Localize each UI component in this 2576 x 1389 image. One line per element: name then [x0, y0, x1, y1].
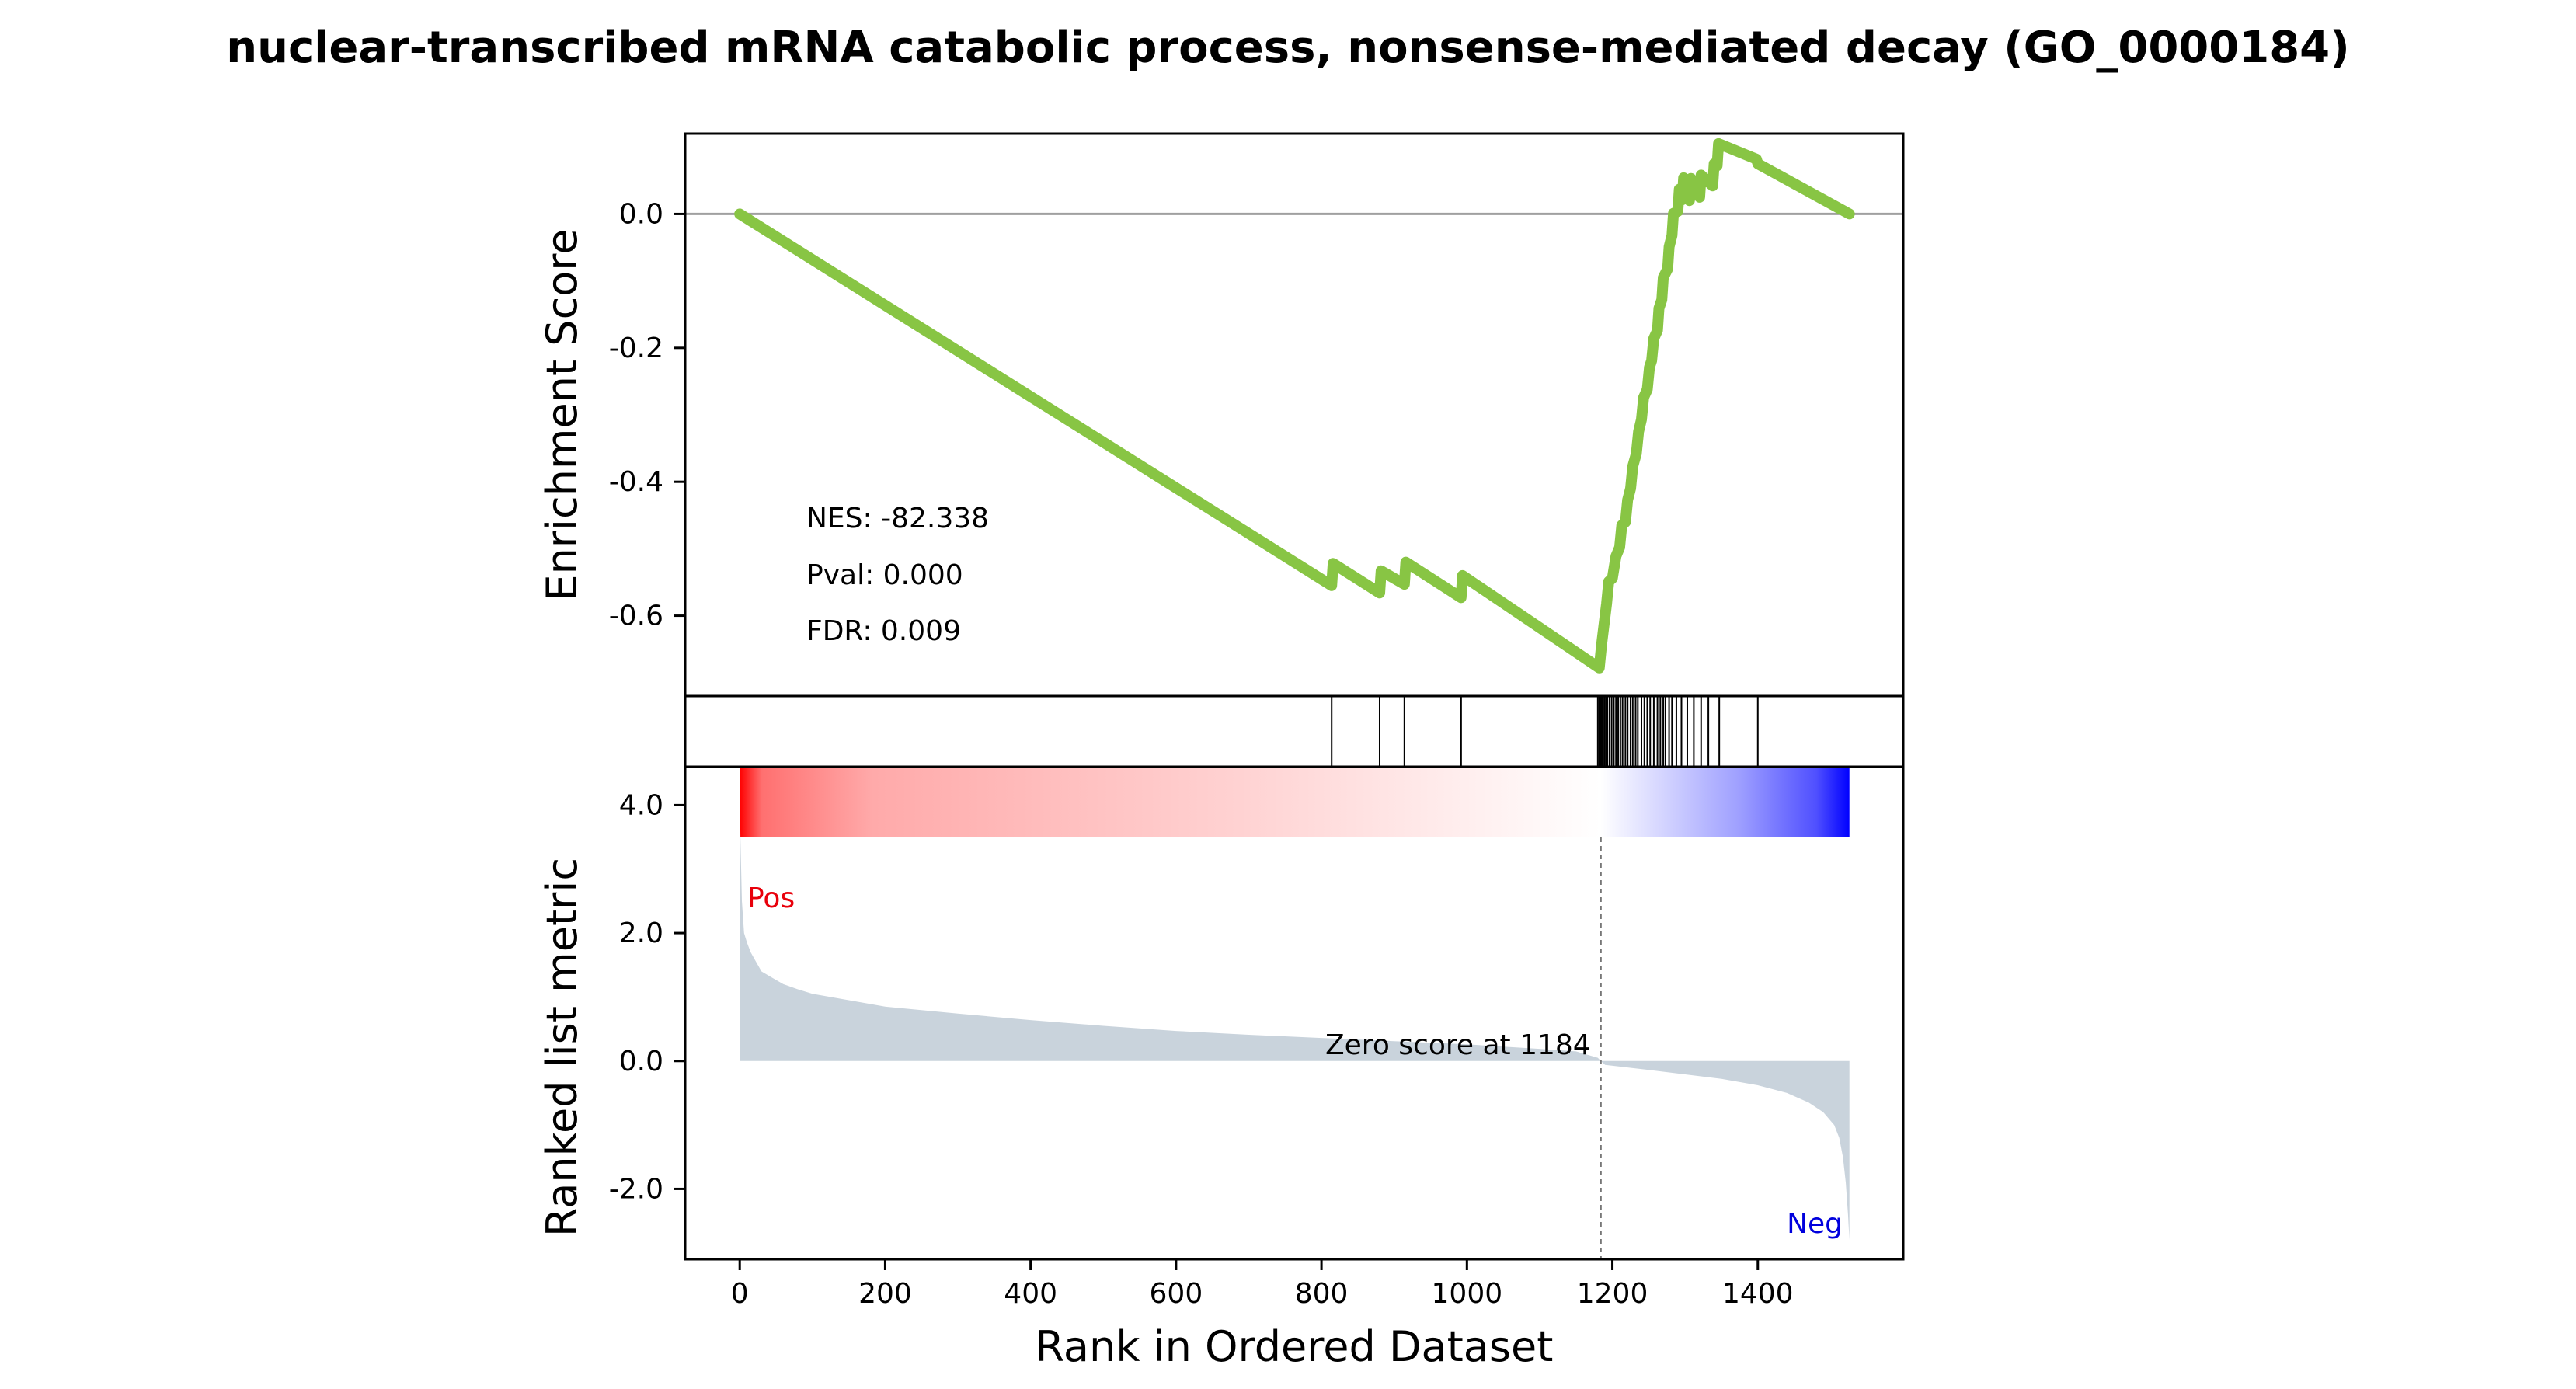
es-y-tick-label: -0.4 [609, 466, 663, 498]
x-tick-label: 1000 [1432, 1278, 1503, 1310]
chart-title: nuclear-transcribed mRNA catabolic proce… [226, 23, 2349, 73]
fdr-stat: FDR: 0.009 [806, 615, 961, 647]
x-tick-label: 800 [1295, 1278, 1349, 1310]
x-tick-label: 1400 [1722, 1278, 1794, 1310]
rank-color-gradient [740, 768, 1850, 837]
nes-stat: NES: -82.338 [806, 503, 989, 534]
metric-panel: 4.0 2.0 0.0 -2.0 Ranked list metric Pos Neg… [538, 765, 1905, 1371]
x-tick-label: 1200 [1577, 1278, 1648, 1310]
x-tick-label: 400 [1004, 1278, 1057, 1310]
pos-label: Pos [747, 882, 795, 914]
x-tick-label: 200 [858, 1278, 912, 1310]
hits-panel [684, 694, 1905, 768]
ranked-metric-area [740, 767, 1850, 1241]
enrichment-panel-frame [684, 132, 1905, 698]
metric-y-tick-label: -2.0 [609, 1173, 663, 1205]
metric-panel-frame [684, 765, 1905, 1261]
metric-y-tick-label: 2.0 [619, 917, 663, 949]
es-y-tick-label: -0.6 [609, 601, 663, 632]
metric-y-tick-label: 0.0 [619, 1046, 663, 1077]
neg-label: Neg [1787, 1208, 1843, 1240]
es-y-ticks: 0.0 -0.2 -0.4 -0.6 [609, 198, 685, 632]
x-axis-label: Rank in Ordered Dataset [1036, 1322, 1554, 1371]
es-y-axis-label: Enrichment Score [538, 228, 587, 601]
x-tick-label: 600 [1150, 1278, 1203, 1310]
enrichment-panel: 0.0 -0.2 -0.4 -0.6 Enrichment Score NES: -8… [538, 132, 1905, 698]
x-ticks: 0 200 400 600 800 1000 1200 1400 [731, 1259, 1794, 1310]
x-tick-label: 0 [731, 1278, 749, 1310]
pval-stat: Pval: 0.000 [806, 559, 963, 591]
enrichment-score-line [734, 138, 1855, 674]
metric-y-ticks: 4.0 2.0 0.0 -2.0 [609, 789, 685, 1205]
zero-score-label: Zero score at 1184 [1325, 1029, 1591, 1061]
hit-lines [1331, 696, 1759, 767]
es-y-tick-label: -0.2 [609, 332, 663, 364]
metric-y-axis-label: Ranked list metric [538, 858, 587, 1237]
hits-panel-frame [684, 694, 1905, 768]
es-y-tick-label: 0.0 [619, 198, 663, 230]
metric-y-tick-label: 4.0 [619, 789, 663, 821]
